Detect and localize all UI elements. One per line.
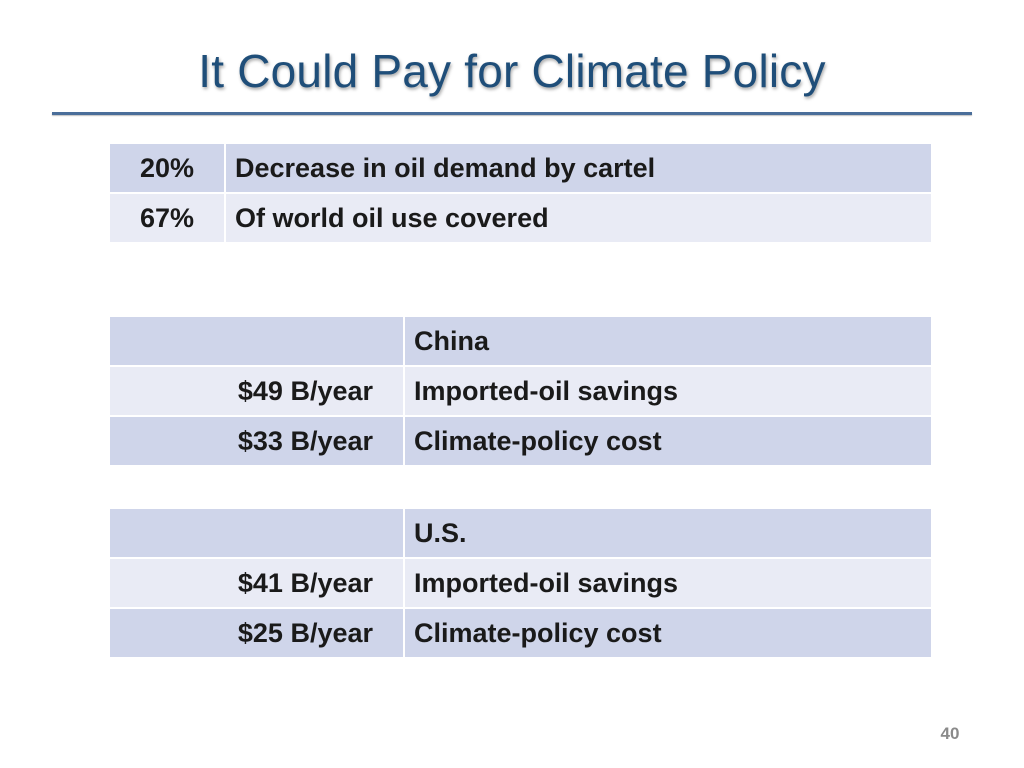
table-row: $33 B/year Climate-policy cost [108,415,933,467]
title-divider [52,112,972,115]
amount-cell: $49 B/year [108,365,405,417]
china-header-cell: China [403,315,933,367]
empty-header-cell [108,507,405,559]
amount-cell: $33 B/year [108,415,405,467]
label-cell: Climate-policy cost [403,415,933,467]
table-row: 20% Decrease in oil demand by cartel [108,142,933,194]
table-row: 67% Of world oil use covered [108,192,933,244]
table-row: $49 B/year Imported-oil savings [108,365,933,417]
table-header-row: U.S. [108,507,933,559]
slide-title: It Could Pay for Climate Policy [198,45,826,97]
empty-header-cell [108,315,405,367]
table-row: $41 B/year Imported-oil savings [108,557,933,609]
oil-demand-table: 20% Decrease in oil demand by cartel 67%… [108,142,933,244]
us-header-cell: U.S. [403,507,933,559]
label-cell: Imported-oil savings [403,557,933,609]
amount-cell: $25 B/year [108,607,405,659]
us-table: U.S. $41 B/year Imported-oil savings $25… [108,507,933,659]
page-number: 40 [940,724,960,743]
oil-percent-cell: 20% [108,142,226,194]
table-row: $25 B/year Climate-policy cost [108,607,933,659]
amount-cell: $41 B/year [108,557,405,609]
oil-percent-cell: 67% [108,192,226,244]
label-cell: Climate-policy cost [403,607,933,659]
oil-description-cell: Decrease in oil demand by cartel [224,142,933,194]
oil-description-cell: Of world oil use covered [224,192,933,244]
china-table: China $49 B/year Imported-oil savings $3… [108,315,933,467]
label-cell: Imported-oil savings [403,365,933,417]
table-header-row: China [108,315,933,367]
